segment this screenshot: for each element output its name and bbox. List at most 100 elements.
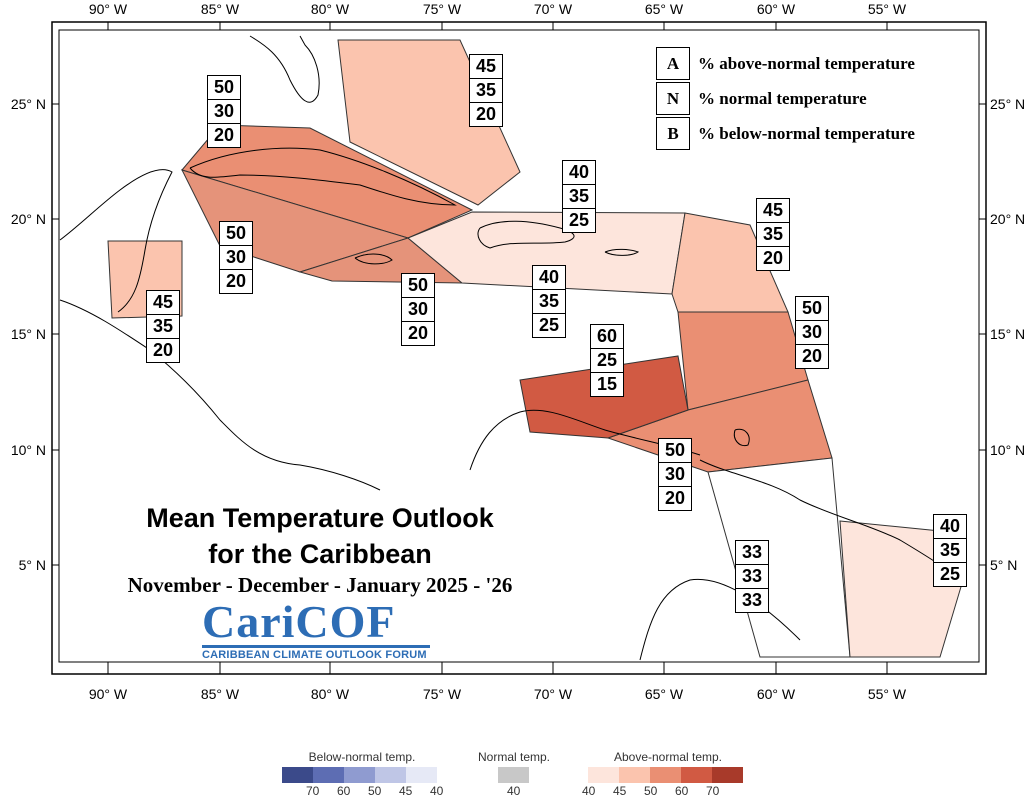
lat-tick-label-right: 5° N (990, 557, 1017, 573)
prob-below: 20 (219, 269, 253, 294)
lat-tick-label-left: 20° N (11, 211, 46, 227)
prob-normal: 35 (146, 314, 180, 339)
scale-tick: 70 (306, 784, 320, 798)
prob-box-puerto-rico: 40 35 25 (532, 265, 566, 338)
lat-tick-label-right: 20° N (990, 211, 1025, 227)
graticule-ticks: 90° W 90° W 85° W 85° W 80° W 80° W 75° W 75° W… (11, 1, 1025, 702)
lon-tick-label-bottom: 75° W (423, 686, 462, 702)
legend-letter: B (656, 117, 690, 150)
lat-tick-label-left: 15° N (11, 326, 46, 342)
logo-rule (202, 645, 430, 648)
prob-above: 60 (590, 324, 624, 349)
prob-above: 50 (795, 296, 829, 321)
lon-tick-label-bottom: 85° W (201, 686, 240, 702)
prob-normal: 35 (933, 538, 967, 563)
prob-above: 50 (219, 221, 253, 246)
coast-yucatan (59, 169, 173, 313)
prob-below: 25 (562, 208, 596, 233)
legend-letter: A (656, 47, 690, 80)
outlook-regions (107, 39, 967, 658)
scale-tick: 40 (582, 784, 596, 798)
lon-tick-label-top: 85° W (201, 1, 240, 17)
legend-text: % below-normal temperature (698, 123, 915, 143)
prob-normal: 25 (590, 348, 624, 373)
lon-tick-label-bottom: 55° W (868, 686, 907, 702)
legend-text: % above-normal temperature (698, 53, 915, 73)
prob-normal: 30 (219, 245, 253, 270)
prob-normal: 30 (658, 462, 692, 487)
lon-tick-label-top: 55° W (868, 1, 907, 17)
prob-above: 45 (756, 198, 790, 223)
scale-tick: 60 (337, 784, 351, 798)
prob-normal: 35 (532, 289, 566, 314)
prob-box-belize: 45 35 20 (146, 290, 180, 363)
lon-tick-label-bottom: 90° W (89, 686, 128, 702)
lat-tick-label-right: 10° N (990, 442, 1025, 458)
scale-swatch-above-70 (712, 767, 743, 783)
legend-letter: N (656, 82, 690, 115)
scale-swatch-below-70 (282, 767, 313, 783)
prob-box-abc-islands: 60 25 15 (590, 324, 624, 397)
scale-tick: 50 (368, 784, 382, 798)
scale-tick: 40 (430, 784, 444, 798)
prob-box-hispaniola: 40 35 25 (562, 160, 596, 233)
scale-tick: 40 (507, 784, 521, 798)
legend-text: % normal temperature (698, 88, 867, 108)
prob-above: 40 (532, 265, 566, 290)
lon-tick-label-top: 65° W (645, 1, 684, 17)
prob-box-jamaica: 50 30 20 (401, 273, 435, 346)
scale-title-normal: Normal temp. (477, 750, 551, 764)
prob-below: 20 (658, 486, 692, 511)
prob-above: 33 (735, 540, 769, 565)
prob-box-guyana: 33 33 33 (735, 540, 769, 613)
coast-jamaica (354, 253, 393, 265)
lon-tick-label-top: 70° W (534, 1, 573, 17)
prob-box-french-guiana: 40 35 25 (933, 514, 967, 587)
prob-below: 25 (933, 562, 967, 587)
caricof-logo-subtitle: CARIBBEAN CLIMATE OUTLOOK FORUM (202, 649, 427, 661)
prob-below: 25 (532, 313, 566, 338)
lon-tick-label-top: 75° W (423, 1, 462, 17)
lon-tick-label-bottom: 70° W (534, 686, 573, 702)
scale-swatch-above-50 (650, 767, 681, 783)
lat-tick-label-right: 15° N (990, 326, 1025, 342)
coast-florida (249, 35, 320, 103)
map-title-line2: for the Caribbean (208, 539, 432, 569)
lat-tick-label-right: 25° N (990, 96, 1025, 112)
prob-box-windward: 50 30 20 (795, 296, 829, 369)
prob-box-cayman: 50 30 20 (219, 221, 253, 294)
coast-colombia (469, 409, 701, 471)
scale-swatch-above-45 (619, 767, 650, 783)
scale-swatch-above-40 (588, 767, 619, 783)
caricof-logo: CariCOF (202, 596, 396, 647)
scale-swatch-below-40 (406, 767, 437, 783)
prob-box-trinidad: 50 30 20 (658, 438, 692, 511)
coastlines (59, 35, 966, 661)
scale-title-above: Above-normal temp. (613, 750, 723, 764)
coast-guianas (699, 459, 966, 586)
scale-swatch-below-50 (344, 767, 375, 783)
legend-key-above: A % above-normal temperature (656, 47, 915, 80)
prob-below: 20 (146, 338, 180, 363)
scale-swatch-above-60 (681, 767, 712, 783)
scale-swatch-normal (498, 767, 529, 783)
prob-normal: 35 (756, 222, 790, 247)
lon-tick-label-top: 90° W (89, 1, 128, 17)
scale-tick: 45 (399, 784, 413, 798)
legend-key-normal: N % normal temperature (656, 82, 867, 115)
scale-tick: 60 (675, 784, 689, 798)
prob-normal: 33 (735, 564, 769, 589)
prob-above: 50 (207, 75, 241, 100)
scale-title-below: Below-normal temp. (308, 750, 416, 764)
prob-below: 20 (795, 344, 829, 369)
prob-below: 33 (735, 588, 769, 613)
prob-below: 20 (469, 102, 503, 127)
prob-normal: 30 (795, 320, 829, 345)
lon-tick-label-bottom: 65° W (645, 686, 684, 702)
prob-above: 50 (401, 273, 435, 298)
coast-central-america (59, 299, 381, 491)
prob-above: 40 (562, 160, 596, 185)
map-period: November - December - January 2025 - '26 (127, 573, 513, 597)
prob-above: 45 (469, 54, 503, 79)
